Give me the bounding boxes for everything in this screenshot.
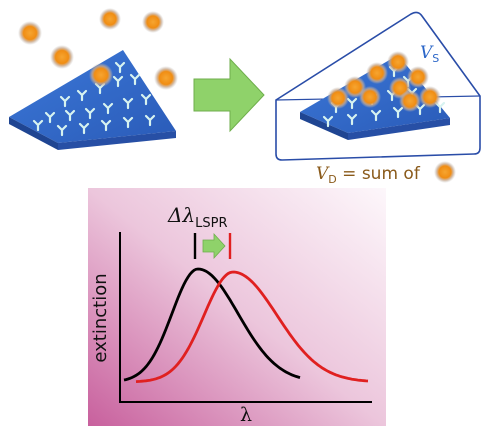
plot-axes: [119, 232, 372, 403]
plot-title: ΔλLSPR: [167, 203, 228, 231]
y-axis-label: extinction: [90, 273, 111, 362]
extinction-curve-after: [135, 270, 369, 383]
vd-label: VD = sum of: [316, 164, 421, 186]
bound-gold-particles: [327, 51, 441, 112]
gold-particle-icon: [434, 161, 456, 183]
plot-background: [88, 188, 386, 426]
extinction-curve-before: [123, 267, 301, 382]
vs-label: VS: [420, 43, 439, 65]
shift-arrow-icon: [202, 232, 226, 260]
left-gold-particles: [18, 8, 178, 90]
right-arrow-icon: [193, 57, 265, 133]
x-axis-label: λ: [240, 404, 252, 426]
left-nanoprism-icon: [9, 50, 176, 150]
